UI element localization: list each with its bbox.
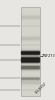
FancyBboxPatch shape — [21, 7, 40, 96]
Text: ZNF273: ZNF273 — [42, 54, 55, 58]
Text: SH-SY5Y: SH-SY5Y — [35, 82, 48, 95]
